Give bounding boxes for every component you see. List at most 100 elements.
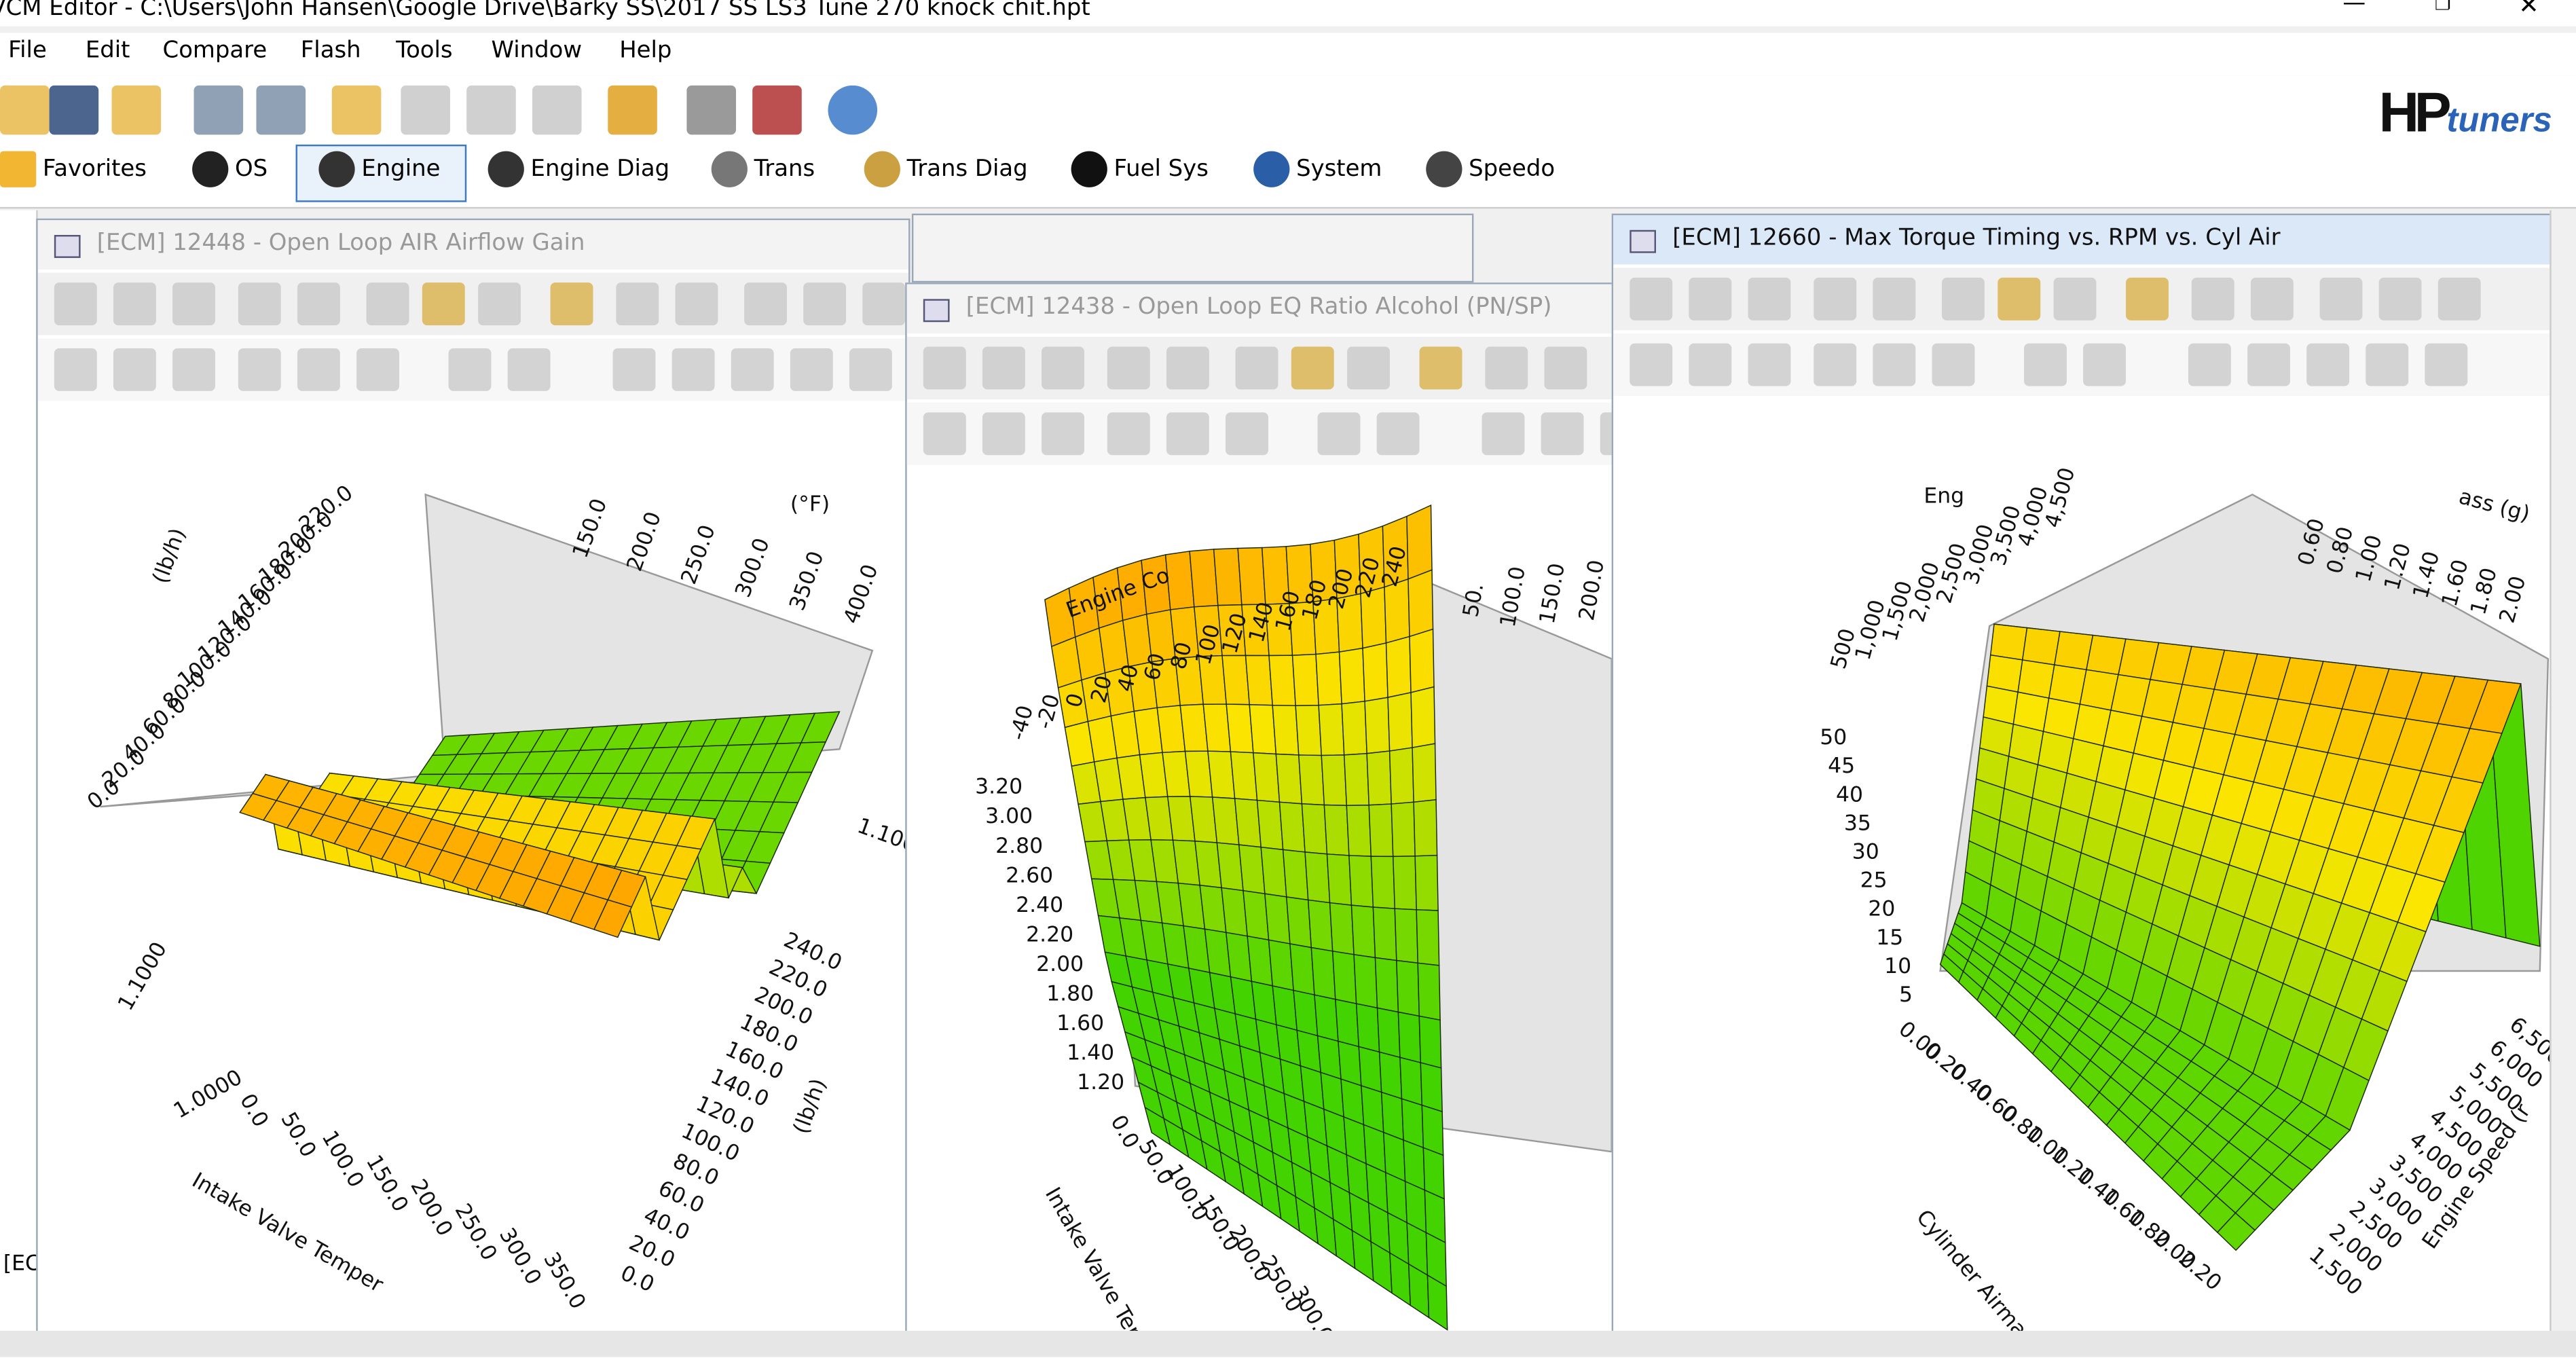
tool-button[interactable] [744,282,788,326]
tool-button[interactable] [2191,277,2234,320]
nav-item[interactable]: Speedo [1469,155,1556,183]
tool-button[interactable] [675,282,718,326]
tool-button[interactable] [366,282,409,326]
nav-item[interactable]: OS [235,155,268,183]
toolbar-button[interactable] [608,85,657,135]
toolbar-button[interactable] [331,85,382,135]
table-window[interactable]: [ECM] 12438 - Open Loop EQ Ratio Alcohol… [905,282,1615,1354]
tool-button[interactable] [113,348,156,391]
nav-icon[interactable] [864,151,900,187]
nav-icon[interactable] [318,151,355,187]
tool-button[interactable] [1942,277,1985,320]
scrollbar[interactable] [2550,210,2576,1344]
table-window[interactable]: [ECM] 12660 - Max Torque Timing vs. RPM … [1611,213,2552,1351]
nav-item[interactable]: Engine [361,155,441,183]
tool-button[interactable] [2083,343,2127,386]
nav-icon[interactable] [487,151,524,187]
tool-button[interactable] [1748,277,1791,320]
tool-button[interactable] [2425,343,2468,386]
tool-button[interactable] [1689,277,1732,320]
nav-item[interactable]: Trans [754,155,815,183]
toolbar-button[interactable] [194,85,244,135]
h-scrollbar[interactable] [0,1330,2576,1357]
tool-button[interactable] [1107,346,1150,390]
tool-button[interactable] [2437,277,2481,320]
tool-button[interactable] [1042,412,1084,456]
tool-button[interactable] [550,282,593,326]
tool-button[interactable] [113,282,156,326]
tool-button[interactable] [1630,343,1673,386]
tool-button[interactable] [238,282,281,326]
tool-button[interactable] [612,348,656,391]
nav-item[interactable]: Favorites [42,155,147,183]
toolbar-button[interactable] [256,85,306,135]
tool-button[interactable] [1226,412,1268,456]
tool-button[interactable] [1482,412,1525,456]
tool-button[interactable] [507,348,551,391]
tool-button[interactable] [2319,277,2363,320]
window-title-bar[interactable]: [ECM] 12660 - Max Torque Timing vs. RPM … [1613,215,2550,265]
tool-button[interactable] [1376,412,1420,456]
tool-button[interactable] [297,282,340,326]
toolbar-button[interactable] [49,85,99,135]
menu-item[interactable]: Help [619,37,672,65]
tool-button[interactable] [478,282,521,326]
tool-button[interactable] [790,348,833,391]
tool-button[interactable] [1814,277,1857,320]
tool-button[interactable] [238,348,281,391]
tool-button[interactable] [731,348,774,391]
tool-button[interactable] [1235,346,1278,390]
table-window[interactable]: [ECM] 12448 - Open Loop AIR Airflow Gain… [36,218,910,1356]
tool-button[interactable] [356,348,399,391]
toolbar-button[interactable] [401,85,450,135]
tool-button[interactable] [2306,343,2350,386]
nav-item[interactable]: Trans Diag [906,155,1028,183]
tool-button[interactable] [1166,346,1209,390]
background-window[interactable] [911,213,1474,283]
tool-button[interactable] [1630,277,1673,320]
tool-button[interactable] [803,282,847,326]
tool-button[interactable] [923,412,966,456]
menu-item[interactable]: Compare [162,37,268,65]
tool-button[interactable] [1814,343,1857,386]
tool-button[interactable] [54,348,97,391]
menu-item[interactable]: Flash [300,37,361,65]
tool-button[interactable] [2188,343,2231,386]
tool-button[interactable] [982,346,1025,390]
toolbar-button[interactable] [686,85,736,135]
tool-button[interactable] [2378,277,2422,320]
nav-item[interactable]: Engine Diag [530,155,670,183]
nav-icon[interactable] [711,151,748,187]
nav-item[interactable]: System [1296,155,1382,183]
tool-button[interactable] [1107,412,1150,456]
tool-button[interactable] [1748,343,1791,386]
tool-button[interactable] [1166,412,1209,456]
tool-button[interactable] [671,348,715,391]
tool-button[interactable] [2250,277,2294,320]
tool-button[interactable] [2053,277,2097,320]
tool-button[interactable] [297,348,340,391]
tool-button[interactable] [54,282,97,326]
tool-button[interactable] [1689,343,1732,386]
tool-button[interactable] [923,346,966,390]
toolbar-button[interactable] [752,85,802,135]
tool-button[interactable] [172,348,215,391]
menu-item[interactable]: File [8,37,47,65]
toolbar-button[interactable] [532,85,582,135]
tool-button[interactable] [862,282,906,326]
window-title-bar[interactable]: [ECM] 12448 - Open Loop AIR Airflow Gain [37,220,909,270]
tool-button[interactable] [616,282,659,326]
nav-icon[interactable] [1253,151,1290,187]
toolbar-button[interactable] [111,85,162,135]
close[interactable]: ✕ [2518,0,2539,20]
tool-button[interactable] [1317,412,1361,456]
tool-button[interactable] [1873,277,1916,320]
tool-button[interactable] [422,282,465,326]
tool-button[interactable] [2126,277,2169,320]
menu-item[interactable]: Edit [85,37,130,65]
nav-icon[interactable] [192,151,229,187]
nav-icon[interactable] [1071,151,1107,187]
tool-button[interactable] [1932,343,1975,386]
tool-button[interactable] [1347,346,1391,390]
tool-button[interactable] [1042,346,1084,390]
